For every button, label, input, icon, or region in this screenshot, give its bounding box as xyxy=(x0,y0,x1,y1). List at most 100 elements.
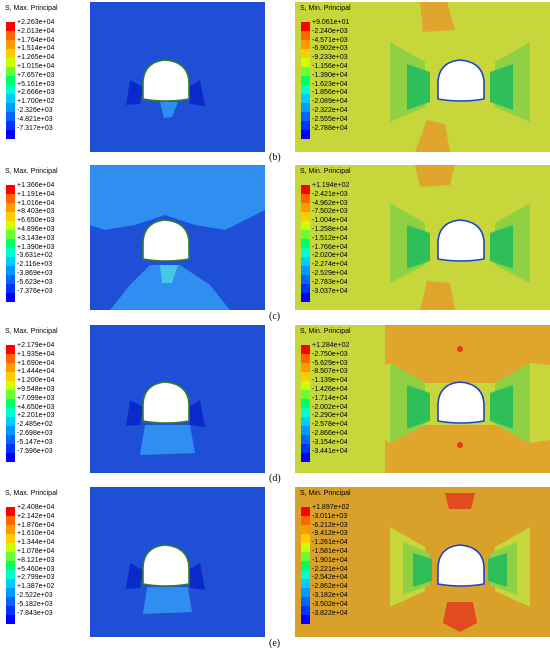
legend-swatch xyxy=(6,552,15,561)
legend-value: -5.147e+03 xyxy=(17,438,53,446)
legend-swatch xyxy=(6,390,15,399)
legend-swatch xyxy=(6,257,15,266)
legend-value: +1.935e+04 xyxy=(17,350,55,358)
legend-labels: +9.061e+01 -2.240e+03 -4.571e+03 -6.902e+03… xyxy=(312,19,349,133)
legend-value: -6.902e+03 xyxy=(312,45,348,53)
legend-swatch xyxy=(6,112,15,121)
legend-value: -2.788e+04 xyxy=(312,124,348,132)
legend-title: S, Max. Principal xyxy=(5,490,58,497)
legend-swatch xyxy=(301,435,310,444)
legend-swatch xyxy=(301,67,310,76)
legend-value: +1.344e+04 xyxy=(17,539,55,547)
legend-swatch xyxy=(301,248,310,257)
legend-value: -1.623e+04 xyxy=(312,80,348,88)
legend-value: +1.194e+02 xyxy=(312,182,350,189)
legend-swatch xyxy=(301,552,310,561)
legend-value: -2.555e+04 xyxy=(312,115,348,123)
legend-value: -3.631e+02 xyxy=(17,252,53,260)
legend-swatch xyxy=(301,363,310,372)
legend-swatch xyxy=(301,239,310,248)
legend-swatch xyxy=(6,354,15,363)
legend-value: -6.212e+03 xyxy=(312,521,348,529)
legend-value: -1.156e+04 xyxy=(312,62,348,70)
legend-value: -2.698e+03 xyxy=(17,429,53,437)
color-legend xyxy=(301,507,310,624)
min-principal-contour-d xyxy=(295,325,550,473)
legend-value: -2.002e+04 xyxy=(312,403,348,411)
legend-title: S, Max. Principal xyxy=(5,168,58,175)
legend-value: -3.037e+04 xyxy=(312,287,348,295)
legend-value: -7.317e+03 xyxy=(17,124,53,132)
legend-swatch xyxy=(6,588,15,597)
legend-value: -5.182e+03 xyxy=(17,600,53,608)
min-principal-panel-d: S, Min. Principal +1.284e+02 -2.750e+03 -5… xyxy=(295,325,550,473)
legend-labels: +1.897e+02 -3.011e+03 -6.212e+03 -9.412e+03… xyxy=(312,504,349,618)
legend-value: +8.121e+03 xyxy=(17,556,55,564)
legend-swatch xyxy=(6,372,15,381)
legend-value: +7.657e+03 xyxy=(17,71,55,79)
legend-value: -7.596e+03 xyxy=(17,447,53,455)
legend-swatch xyxy=(301,561,310,570)
legend-value: -3.822e+04 xyxy=(312,609,348,617)
legend-value: +6.650e+03 xyxy=(17,217,55,225)
legend-title: S, Max. Principal xyxy=(5,5,58,12)
legend-swatch xyxy=(6,570,15,579)
legend-swatch xyxy=(6,230,15,239)
legend-swatch xyxy=(301,516,310,525)
legend-value: +2.201e+03 xyxy=(17,412,55,420)
legend-value: -2.274e+04 xyxy=(312,261,348,269)
legend-swatch xyxy=(301,390,310,399)
legend-value: -4.962e+03 xyxy=(312,199,348,207)
legend-title: S, Min. Principal xyxy=(300,328,351,335)
color-legend xyxy=(301,22,310,139)
legend-value: -2.326e+03 xyxy=(17,106,53,114)
legend-swatch xyxy=(301,354,310,363)
legend-value: +5.460e+03 xyxy=(17,565,55,573)
legend-value: +1.015e+04 xyxy=(17,62,55,70)
legend-swatch xyxy=(6,435,15,444)
caption-e: (e) xyxy=(269,638,281,649)
legend-swatch xyxy=(301,85,310,94)
legend-value: -1.714e+04 xyxy=(312,394,348,402)
legend-swatch xyxy=(301,266,310,275)
legend-value: -2.542e+04 xyxy=(312,574,348,582)
legend-swatch xyxy=(6,221,15,230)
legend-swatch xyxy=(301,49,310,58)
legend-swatch xyxy=(6,615,15,624)
legend-swatch xyxy=(6,345,15,354)
legend-value: +1.444e+04 xyxy=(17,368,55,376)
legend-swatch xyxy=(6,203,15,212)
legend-value: +2.666e+03 xyxy=(17,89,55,97)
color-legend xyxy=(6,345,15,462)
legend-value: -1.856e+04 xyxy=(312,89,348,97)
legend-value: +1.387e+02 xyxy=(17,583,55,591)
legend-value: -2.578e+04 xyxy=(312,421,348,429)
legend-swatch xyxy=(301,31,310,40)
legend-swatch xyxy=(6,40,15,49)
legend-swatch xyxy=(6,266,15,275)
legend-swatch xyxy=(301,40,310,49)
legend-value: -7.843e+03 xyxy=(17,609,53,617)
legend-value: -1.139e+04 xyxy=(312,377,348,385)
legend-swatch xyxy=(6,275,15,284)
legend-swatch xyxy=(301,230,310,239)
min-principal-contour-b xyxy=(295,2,550,152)
legend-title: S, Min. Principal xyxy=(300,168,351,175)
color-legend xyxy=(301,185,310,302)
legend-swatch xyxy=(301,112,310,121)
legend-swatch xyxy=(301,76,310,85)
legend-value: +2.013e+04 xyxy=(17,27,55,35)
color-legend xyxy=(6,507,15,624)
legend-value: +1.700e+02 xyxy=(17,98,55,106)
legend-swatch xyxy=(301,58,310,67)
legend-value: -1.261e+04 xyxy=(312,539,348,547)
legend-swatch xyxy=(301,257,310,266)
color-legend xyxy=(6,185,15,302)
legend-value: +1.514e+04 xyxy=(17,45,55,53)
legend-value: -1.901e+04 xyxy=(312,556,348,564)
max-principal-contour-d xyxy=(90,325,265,473)
legend-swatch xyxy=(301,534,310,543)
legend-swatch xyxy=(6,453,15,462)
legend-value: +1.897e+02 xyxy=(312,504,350,511)
legend-labels: +1.194e+02 -2.421e+03 -4.962e+03 -7.502e+03… xyxy=(312,182,349,296)
